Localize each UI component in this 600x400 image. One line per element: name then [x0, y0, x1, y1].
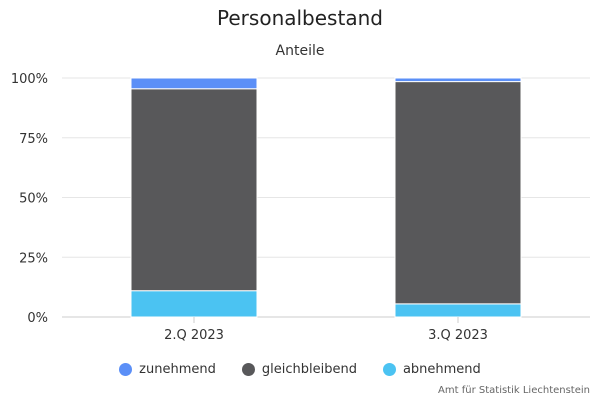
- bar-gleichbleibend-0: [130, 88, 258, 292]
- bar-zunehmend-1: [394, 77, 522, 83]
- chart-subtitle: Anteile: [275, 43, 325, 59]
- legend-label: abnehmend: [402, 362, 481, 377]
- y-tick-label: 75%: [19, 132, 48, 147]
- legend-label: gleichbleibend: [261, 362, 357, 377]
- legend-item-zunehmend[interactable]: zunehmend: [119, 362, 216, 377]
- bar-abnehmend-1: [394, 303, 522, 318]
- y-tick-label: 100%: [11, 72, 48, 87]
- legend-marker: [241, 363, 255, 376]
- x-tick-label: 3.Q 2023: [428, 328, 488, 343]
- y-tick-label: 0%: [27, 311, 48, 326]
- legend-item-gleichbleibend[interactable]: gleichbleibend: [241, 362, 357, 377]
- legend: zunehmend gleichbleibend abnehmend: [0, 362, 600, 377]
- legend-marker: [382, 363, 396, 376]
- y-tick-label: 25%: [19, 251, 48, 266]
- bar-abnehmend-0: [130, 290, 258, 318]
- credit-text: Amt für Statistik Liechtenstein: [438, 385, 590, 396]
- legend-marker: [119, 363, 133, 376]
- chart-title: Personalbestand: [217, 6, 383, 30]
- legend-item-abnehmend[interactable]: abnehmend: [382, 362, 481, 377]
- x-tick-label: 2.Q 2023: [164, 328, 224, 343]
- legend-label: zunehmend: [139, 362, 216, 377]
- bar-gleichbleibend-1: [394, 81, 522, 305]
- bar-zunehmend-0: [130, 77, 258, 90]
- y-tick-label: 50%: [19, 192, 48, 207]
